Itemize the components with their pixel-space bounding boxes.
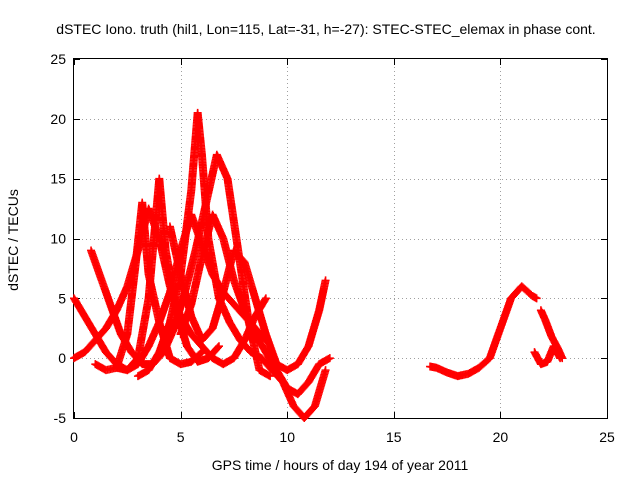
data-point — [214, 342, 223, 351]
series-track — [426, 282, 541, 381]
y-axis-label: dSTEC / TECUs — [5, 189, 21, 291]
data-point — [197, 348, 206, 357]
chart-title: dSTEC Iono. truth (hil1, Lon=115, Lat=-3… — [56, 21, 595, 37]
data-point — [558, 354, 567, 363]
data-point — [261, 294, 270, 303]
x-tick-label: 5 — [177, 429, 185, 445]
series-track — [536, 306, 567, 363]
x-tick-label: 25 — [599, 429, 615, 445]
data-point — [214, 343, 223, 352]
series-track — [133, 108, 330, 422]
data-point — [325, 354, 334, 363]
series-track — [176, 210, 334, 399]
x-axis-label: GPS time / hours of day 194 of year 2011 — [212, 457, 469, 473]
y-tick-label: 0 — [58, 350, 66, 366]
data-point — [321, 276, 330, 285]
y-tick-label: 10 — [50, 231, 66, 247]
y-tick-label: 5 — [58, 290, 66, 306]
y-tick-label: 20 — [50, 111, 66, 127]
data-point — [321, 366, 330, 375]
plot-frame — [73, 58, 608, 419]
y-tick-label: 25 — [50, 51, 66, 67]
data-point — [266, 372, 275, 381]
data-points — [70, 108, 567, 422]
data-point — [532, 294, 541, 303]
x-tick-label: 0 — [70, 429, 78, 445]
x-tick-label: 15 — [386, 429, 402, 445]
data-point — [196, 349, 205, 358]
y-tick-label: -5 — [54, 410, 67, 426]
x-tick-label: 10 — [279, 429, 295, 445]
y-tick-label: 15 — [50, 171, 66, 187]
x-tick-label: 20 — [493, 429, 509, 445]
series-track — [530, 342, 565, 369]
